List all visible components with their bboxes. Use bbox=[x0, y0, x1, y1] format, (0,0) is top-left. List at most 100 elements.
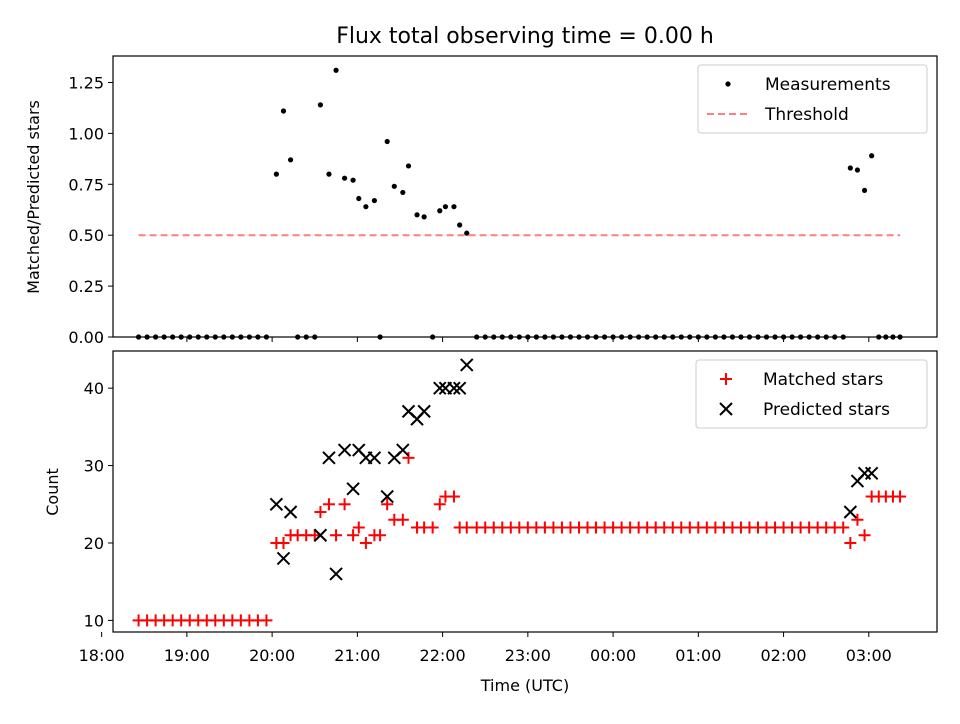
matched-star-marker bbox=[347, 529, 360, 542]
measurement-point bbox=[451, 204, 457, 210]
legend-measurements-marker bbox=[725, 81, 731, 87]
predicted-star-marker bbox=[322, 451, 336, 465]
predicted-star-marker-b bbox=[313, 528, 328, 542]
matched-star-marker bbox=[352, 521, 365, 534]
x-tick-label: 23:00 bbox=[505, 646, 551, 665]
x-tick-label: 21:00 bbox=[334, 646, 380, 665]
matched-star-marker bbox=[260, 614, 273, 627]
measurement-point bbox=[384, 138, 390, 145]
measurement-point bbox=[371, 197, 378, 204]
bottom-ylabel: Count bbox=[43, 468, 62, 516]
predicted-star-marker bbox=[346, 482, 360, 496]
x-tick-label: 00:00 bbox=[590, 646, 636, 665]
predicted-star-marker-b bbox=[322, 451, 336, 465]
matched-star-marker bbox=[433, 498, 446, 511]
matched-star-marker bbox=[322, 498, 335, 511]
legend-predicted-label: Predicted stars bbox=[763, 400, 890, 420]
x-tick-label: 22:00 bbox=[420, 646, 466, 665]
matched-star-marker bbox=[426, 521, 439, 534]
predicted-star-marker bbox=[447, 381, 461, 395]
predicted-star-marker-b bbox=[460, 358, 474, 372]
predicted-star-marker-b bbox=[276, 551, 291, 566]
predicted-star-marker-b bbox=[283, 505, 298, 519]
y-tick-label: 1.00 bbox=[68, 124, 104, 143]
y-tick-label: 1.25 bbox=[68, 73, 104, 92]
bottom-axes-frame bbox=[112, 350, 938, 633]
predicted-star-marker bbox=[433, 381, 447, 395]
top-y-ticks: 0.00 0.25 0.50 0.75 1.00 1.25 bbox=[68, 73, 113, 347]
predicted-star-marker bbox=[269, 497, 284, 511]
matched-star-marker bbox=[858, 529, 871, 542]
y-tick-label: 0.75 bbox=[68, 175, 104, 194]
predicted-star-marker-b bbox=[329, 567, 343, 581]
bottom-legend-box bbox=[695, 359, 928, 429]
predicted-star-marker bbox=[452, 381, 467, 395]
legend-matched-label: Matched stars bbox=[763, 370, 883, 390]
measurement-point bbox=[356, 195, 362, 202]
matched-star-marker bbox=[837, 521, 850, 534]
bottom-axes: Count 10 20 30 40 18:00 19:00 20:00 21:00 22:00… bbox=[43, 350, 938, 665]
bottom-y-ticks: 10 20 30 40 bbox=[84, 379, 113, 630]
predicted-star-marker bbox=[460, 358, 474, 372]
measurement-point bbox=[421, 214, 427, 220]
measurement-point bbox=[326, 171, 332, 177]
matched-star-marker bbox=[844, 536, 857, 549]
y-tick-label: 10 bbox=[84, 611, 104, 630]
measurement-point bbox=[414, 212, 420, 218]
measurement-point bbox=[464, 230, 470, 236]
top-axes-frame bbox=[112, 55, 938, 338]
predicted-star-marker bbox=[367, 451, 382, 465]
predicted-star-marker-b bbox=[346, 482, 360, 496]
measurement-point bbox=[405, 163, 412, 169]
x-tick-label: 20:00 bbox=[249, 646, 295, 665]
matched-star-marker bbox=[338, 498, 351, 511]
legend-predicted-marker bbox=[719, 402, 733, 416]
legend-matched-marker bbox=[720, 373, 732, 385]
measurement-point bbox=[400, 189, 406, 196]
predicted-star-marker-b bbox=[367, 451, 382, 465]
predicted-star-marker-b bbox=[417, 404, 431, 419]
measurement-point bbox=[457, 222, 463, 228]
legend-measurements-label: Measurements bbox=[765, 75, 891, 95]
matched-star-marker bbox=[330, 529, 343, 542]
predicted-star-marker-b bbox=[864, 466, 879, 481]
predicted-star-marker-b bbox=[352, 443, 366, 457]
top-axes: Matched/Predicted stars 0.00 0.25 0.50 0.75… bbox=[24, 55, 938, 347]
predicted-star-marker-b bbox=[843, 505, 858, 519]
y-tick-label: 30 bbox=[84, 457, 104, 476]
predicted-star-marker bbox=[337, 443, 352, 457]
measurement-point bbox=[341, 175, 348, 181]
measurement-point bbox=[442, 204, 449, 210]
matched-star-marker bbox=[374, 529, 387, 542]
measurement-point bbox=[391, 183, 397, 189]
matched-stars-points bbox=[132, 451, 907, 627]
predicted-star-marker-b bbox=[452, 381, 467, 395]
measurement-point bbox=[847, 165, 853, 171]
x-tick-label: 01:00 bbox=[675, 646, 721, 665]
measurement-point bbox=[273, 171, 279, 177]
x-tick-label: 03:00 bbox=[846, 646, 892, 665]
top-ylabel: Matched/Predicted stars bbox=[24, 100, 43, 294]
predicted-stars-points bbox=[269, 358, 879, 581]
measurement-point bbox=[350, 177, 356, 183]
matched-star-marker bbox=[894, 490, 907, 503]
matched-star-marker bbox=[359, 536, 372, 549]
matched-star-marker bbox=[381, 498, 394, 511]
matched-star-marker bbox=[851, 513, 864, 526]
measurement-point bbox=[869, 153, 875, 159]
predicted-star-marker-b bbox=[401, 404, 416, 419]
measurement-point bbox=[317, 102, 324, 108]
measurement-point bbox=[333, 67, 339, 73]
predicted-star-marker-b bbox=[337, 443, 352, 457]
predicted-star-marker bbox=[283, 505, 298, 519]
predicted-star-marker bbox=[329, 567, 343, 581]
matched-star-marker bbox=[308, 529, 321, 542]
x-tick-label: 18:00 bbox=[79, 646, 125, 665]
predicted-star-marker bbox=[276, 551, 291, 566]
matched-star-marker bbox=[314, 506, 327, 519]
measurement-point bbox=[280, 108, 287, 114]
y-tick-label: 40 bbox=[84, 379, 104, 398]
y-tick-label: 0.50 bbox=[68, 226, 104, 245]
matched-star-marker bbox=[277, 536, 290, 549]
